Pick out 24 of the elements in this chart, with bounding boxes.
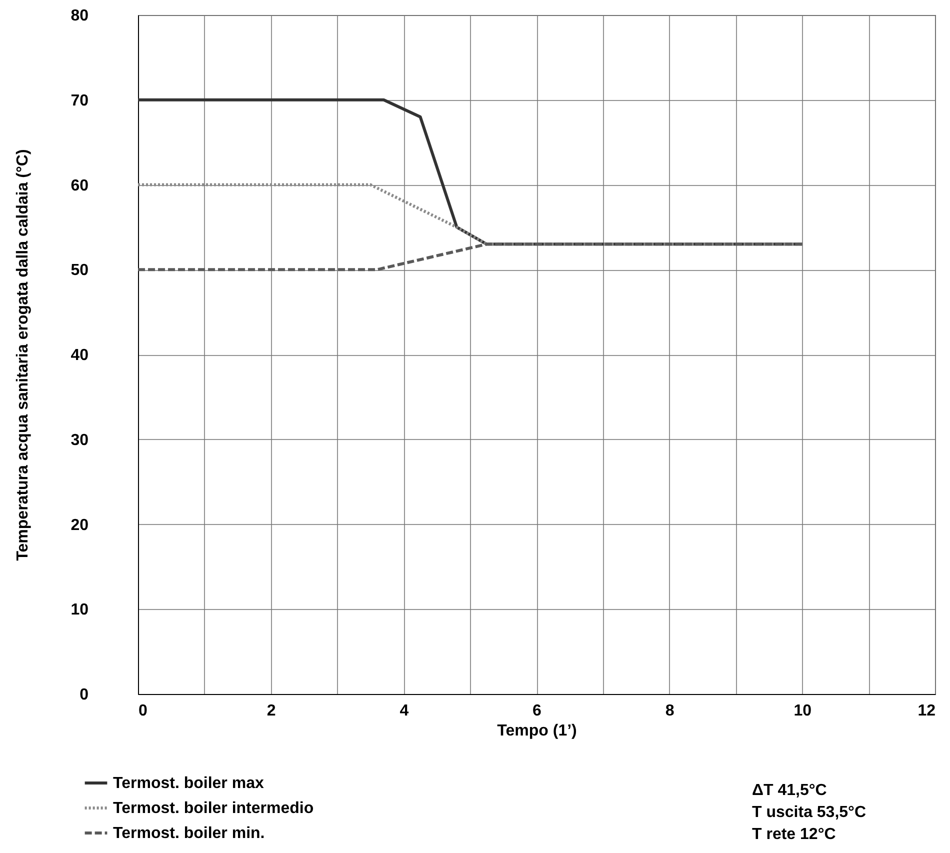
y-tick-label: 30 [70,432,89,449]
legend-label: Termost. boiler intermedio [113,800,314,817]
y-tick-label: 50 [70,262,89,280]
y-tick-label: 10 [70,602,89,619]
y-tick-label: 0 [80,686,89,704]
legend-label: Termost. boiler min. [113,825,265,842]
y-tick-label: 60 [70,177,89,194]
y-tick-label: 70 [70,92,89,110]
text: T rete 12°C [752,825,837,845]
x-tick-label: 2 [266,702,276,720]
y-axis-title: Temperatura acqua sanitaria erogata dalla caldaia (°C) [14,149,32,561]
x-tick-label: 6 [532,702,542,720]
text: T uscita 53,5°C [752,803,866,823]
text: ΔT 41,5°C [752,781,828,801]
x-tick-label: 0 [138,702,148,720]
x-tick-label: 8 [665,702,674,720]
x-tick-label: 10 [794,702,812,720]
x-axis-title: Tempo (1’) [497,722,577,740]
y-tick-label: 40 [70,347,89,364]
legend-label: Termost. boiler max [113,775,264,792]
x-tick-label: 12 [918,702,936,720]
x-tick-label: 4 [400,702,409,720]
y-tick-label: 80 [70,8,89,24]
y-tick-label: 20 [70,516,89,534]
